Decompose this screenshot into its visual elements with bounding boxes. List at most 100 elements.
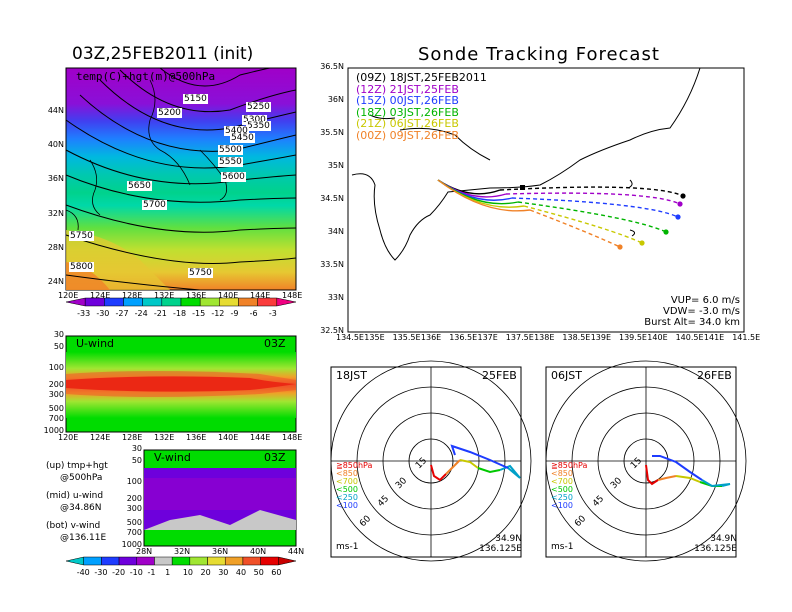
legend-line: (bot) v-wind (46, 521, 101, 531)
lat-tick: 24N (47, 277, 64, 287)
colorbar-tick: -1 (147, 568, 156, 577)
hodo2-lat: 34.9N (710, 534, 737, 544)
lon-tick: 141E (703, 333, 725, 342)
colorbar-tick: -40 (76, 568, 90, 577)
lon-tick: 132E (154, 433, 175, 442)
level-label: <700 (336, 477, 358, 486)
colorbar-tick: -33 (77, 309, 91, 318)
p-tick: 1000 (43, 426, 64, 435)
lon-tick: 134.5E (336, 333, 364, 342)
lon-tick: 138E (534, 333, 555, 342)
lat-tick: 44N (47, 106, 64, 115)
contour-label: 5150 (183, 94, 208, 104)
colorbar-swatch (276, 297, 297, 307)
lon-tick: 136E (420, 333, 442, 342)
p-tick: 30 (53, 330, 64, 339)
legend-entry: (15Z) 00JST,26FEB (356, 94, 459, 107)
contour-label: 5450 (230, 133, 255, 143)
colorbar-swatch (224, 556, 244, 566)
contour-label: 5750 (188, 268, 213, 278)
lon-tick: 128E (122, 291, 143, 300)
colorbar-tick: -12 (211, 309, 225, 318)
lat-tick: 34.5N (320, 194, 344, 203)
hodo-trace (445, 459, 461, 475)
hodo-trace (701, 479, 731, 488)
lat-tick: 36N (47, 174, 64, 184)
level-label: <850 (336, 469, 358, 478)
hodo1-right-label: 25FEB (482, 369, 517, 382)
legend-entry: (21Z) 06JST,26FEB (356, 117, 459, 130)
lon-tick: 135.5E (392, 333, 421, 342)
colorbar-tick: -30 (96, 309, 110, 318)
colorbar-swatch (154, 556, 173, 566)
contour-label: 5500 (218, 145, 243, 155)
hodo2-location: 34.9N 136.125E (685, 534, 737, 554)
lon-tick: 139.5E (619, 333, 647, 342)
p-tick: 300 (48, 390, 64, 399)
colorbar-tick: 40 (235, 568, 247, 577)
lat-tick: 36.5N (320, 62, 344, 71)
lon-tick: 137E (477, 333, 498, 342)
colorbar-tick: -9 (230, 309, 239, 318)
hodo-trace (499, 464, 521, 479)
hodo1-left-label: 18JST (336, 369, 367, 382)
colorbar-tick: -27 (115, 309, 129, 318)
p-tick: 100 (48, 363, 64, 372)
param-vdw: VDW= -3.0 m/s (663, 306, 740, 317)
lat-tick: 33N (327, 293, 344, 302)
lon-tick: 148E (282, 433, 303, 442)
contour-label: 5350 (246, 121, 271, 131)
hodo-trace (645, 464, 659, 486)
lat-tick: 28N (47, 242, 64, 252)
lon-tick: 141.5E (732, 333, 761, 342)
lon-tick: 120E (58, 433, 79, 442)
hodo1-lon: 136.125E (479, 544, 522, 554)
level-label: ≧850hPa (551, 461, 588, 470)
landing-point (680, 193, 686, 199)
colorbar-tick: 1 (165, 568, 171, 577)
colorbar-swatch (136, 556, 155, 566)
lon-tick: 120E (58, 291, 79, 300)
colorbar-tick: -3 (268, 309, 277, 318)
lon-tick: 140.5E (675, 333, 704, 342)
contour-label: 5300 (242, 115, 267, 125)
landing-point (677, 201, 683, 207)
tracking-params: VUP= 6.0 m/s VDW= -3.0 m/s Burst Alt= 34… (636, 295, 740, 328)
hodo-trace (430, 464, 447, 482)
colorbar-swatch (242, 556, 261, 566)
lon-tick: 140E (647, 333, 668, 342)
lat-tick: 35.5N (320, 128, 344, 137)
level-label: <250 (336, 493, 358, 502)
lat-tick: 28N (136, 547, 153, 556)
p-tick: 200 (126, 494, 142, 503)
param-vup: VUP= 6.0 m/s (670, 295, 740, 306)
right-title: Sonde Tracking Forecast (418, 44, 660, 65)
hodo1-location: 34.9N 136.125E (470, 534, 522, 554)
tracking-legend: (09Z) 18JST,25FEB2011 (12Z) 21JST,25FEB … (356, 72, 487, 141)
track-ascent (437, 179, 531, 212)
tracking-map (347, 67, 745, 333)
colorbar-500hpa (65, 297, 297, 307)
p-tick: 1000 (121, 540, 142, 549)
lon-tick: 148E (282, 291, 303, 300)
level-label: <100 (551, 501, 573, 510)
p-tick: 700 (126, 528, 142, 537)
hodo1-levels: ≧850hPa <850 <700 <500 <250 <100 (336, 462, 372, 510)
hodo2-left-label: 06JST (551, 369, 582, 382)
colorbar-swatch (101, 556, 120, 566)
lon-tick: 124E (90, 433, 111, 442)
colorbar-swatch (171, 556, 191, 566)
lon-tick: 135E (364, 333, 385, 342)
p-tick: 50 (53, 342, 64, 351)
hodo-trace (652, 455, 703, 481)
lon-tick: 136.5E (449, 333, 478, 342)
left-title: 03Z,25FEB2011 (init) (72, 44, 254, 64)
lon-tick: 136E (186, 433, 207, 442)
level-label: <850 (551, 469, 573, 478)
contour-label: 5800 (69, 262, 94, 272)
level-label: <250 (551, 493, 573, 502)
uwind-time: 03Z (264, 337, 286, 350)
